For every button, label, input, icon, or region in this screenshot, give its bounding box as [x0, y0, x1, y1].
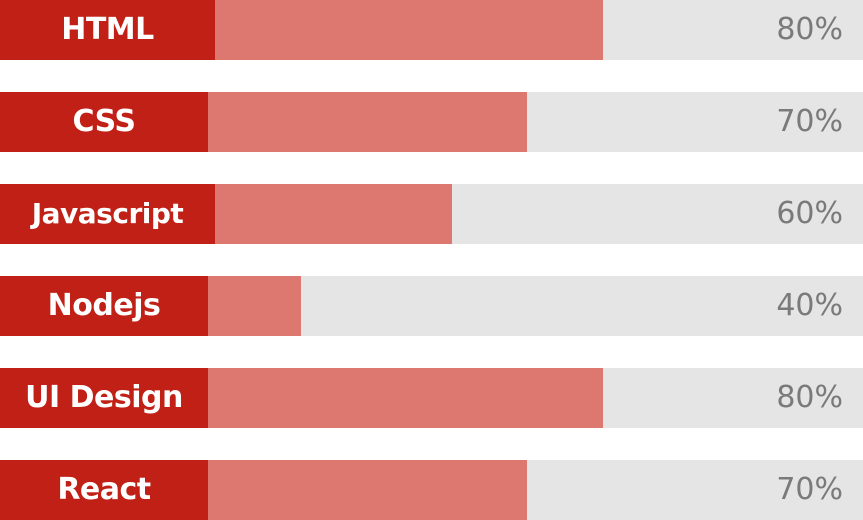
skill-label: HTML: [0, 0, 215, 60]
skill-percent: 80%: [776, 12, 843, 47]
skill-progress-fill: [208, 368, 603, 428]
skill-percent: 40%: [776, 288, 843, 323]
skill-progress-fill: [208, 460, 527, 520]
skill-label: React: [0, 460, 208, 520]
skill-percent: 70%: [776, 472, 843, 507]
skill-percent: 70%: [776, 104, 843, 139]
skill-row-javascript: Javascript 60%: [0, 184, 863, 244]
skill-progress-fill: [215, 184, 452, 244]
skill-percent: 80%: [776, 380, 843, 415]
skill-progress-fill: [215, 0, 603, 60]
skill-label: UI Design: [0, 368, 208, 428]
skill-row-html: HTML 80%: [0, 0, 863, 60]
skill-progress-fill: [208, 276, 301, 336]
skill-label: Nodejs: [0, 276, 208, 336]
skill-row-nodejs: Nodejs 40%: [0, 276, 863, 336]
skill-label: CSS: [0, 92, 208, 152]
skill-row-css: CSS 70%: [0, 92, 863, 152]
skill-row-react: React 70%: [0, 460, 863, 520]
skill-progress-fill: [208, 92, 527, 152]
skill-percent: 60%: [776, 196, 843, 231]
skill-label: Javascript: [0, 184, 215, 244]
skill-row-ui-design: UI Design 80%: [0, 368, 863, 428]
